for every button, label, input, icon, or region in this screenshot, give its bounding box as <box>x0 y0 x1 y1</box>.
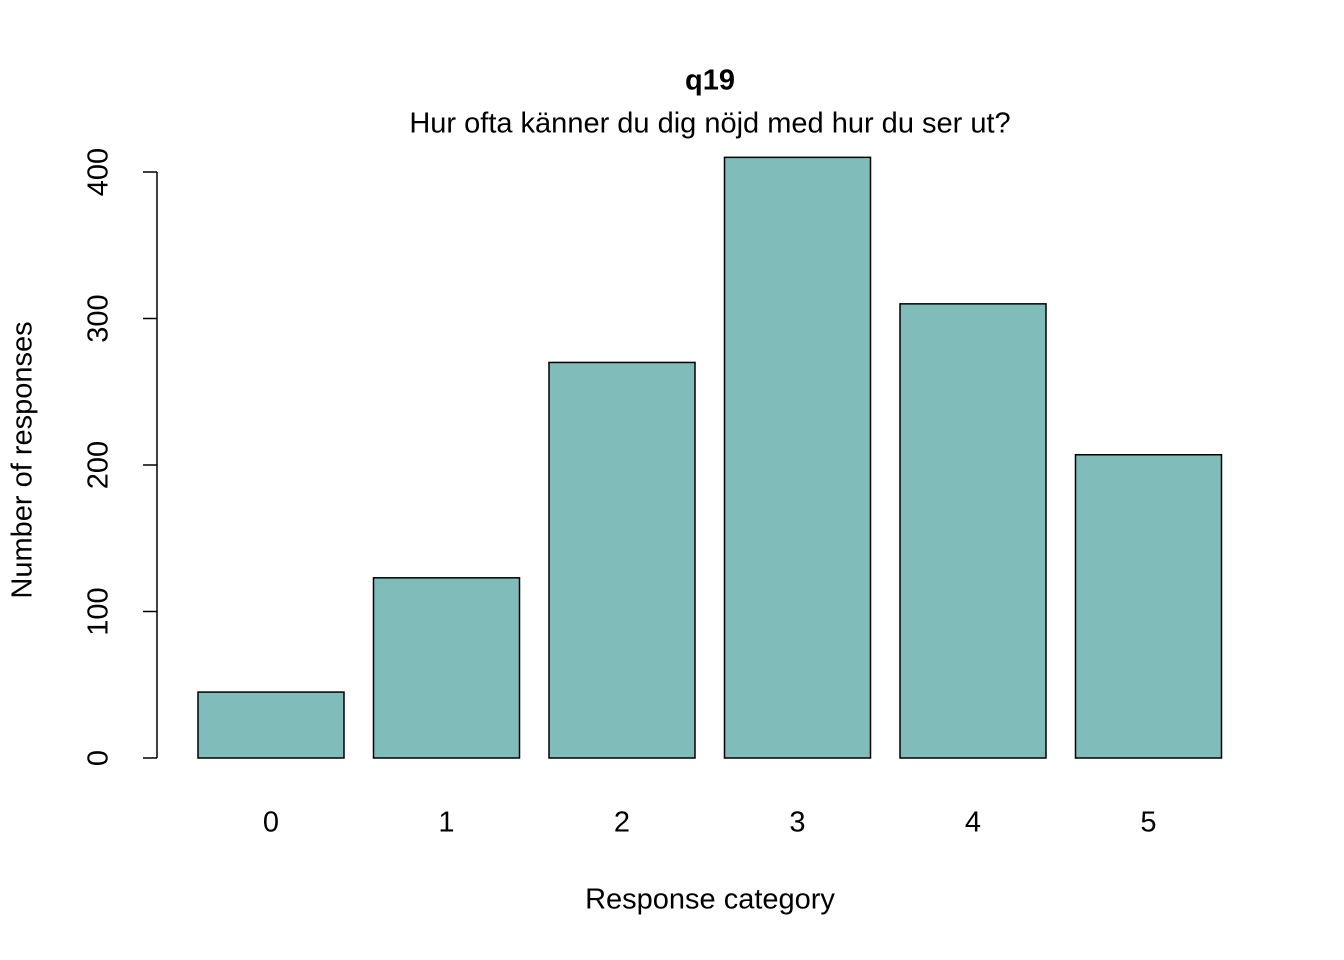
chart-subtitle: Hur ofta känner du dig nöjd med hur du s… <box>409 108 1010 140</box>
y-axis-label: Number of responses <box>7 321 39 598</box>
x-tick-label: 4 <box>965 807 981 839</box>
bar <box>723 156 872 759</box>
bar <box>899 303 1047 759</box>
x-tick-label: 0 <box>263 807 279 839</box>
bar <box>197 691 345 759</box>
bar <box>1074 453 1223 759</box>
bar <box>548 361 696 759</box>
y-tick-label: 400 <box>83 148 115 196</box>
x-tick-label: 2 <box>614 807 630 839</box>
x-tick-label: 1 <box>438 807 454 839</box>
chart-title: q19 <box>685 65 735 97</box>
x-tick-label: 5 <box>1140 807 1156 839</box>
y-tick-label: 0 <box>83 750 115 766</box>
y-tick-label: 200 <box>83 441 115 489</box>
x-tick-label: 3 <box>789 807 805 839</box>
bar <box>372 577 521 759</box>
y-tick-label: 100 <box>83 587 115 635</box>
y-tick-label: 300 <box>83 294 115 342</box>
x-axis-label: Response category <box>585 884 835 916</box>
